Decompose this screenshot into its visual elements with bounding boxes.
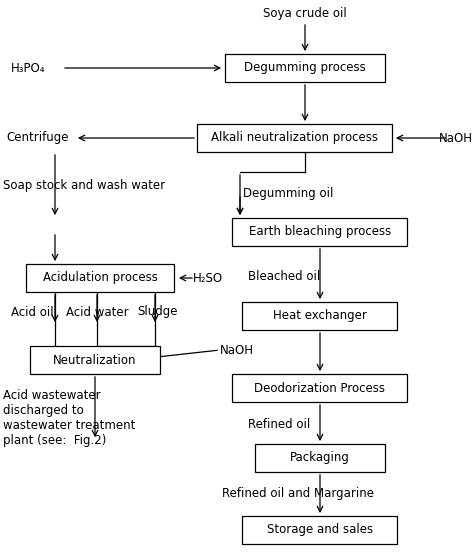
Text: Alkali neutralization process: Alkali neutralization process — [211, 131, 379, 144]
Text: Degumming process: Degumming process — [244, 61, 366, 75]
Text: H₂SO: H₂SO — [193, 271, 223, 285]
Text: Centrifuge: Centrifuge — [7, 131, 69, 144]
Bar — [233, 374, 408, 402]
Text: Refined oil and Margarine: Refined oil and Margarine — [222, 487, 374, 501]
Bar — [243, 516, 398, 544]
Bar — [26, 264, 174, 292]
Text: Deodorization Process: Deodorization Process — [255, 382, 385, 394]
Bar — [255, 444, 385, 472]
Text: Packaging: Packaging — [290, 452, 350, 465]
Text: Storage and sales: Storage and sales — [267, 524, 373, 536]
Text: H₃PO₄: H₃PO₄ — [11, 61, 45, 75]
Text: Heat exchanger: Heat exchanger — [273, 310, 367, 323]
Text: NaOH: NaOH — [439, 131, 473, 144]
Text: NaOH: NaOH — [220, 344, 254, 356]
Bar — [225, 54, 385, 82]
Text: Sludge: Sludge — [138, 305, 178, 319]
Text: Soya crude oil: Soya crude oil — [263, 7, 347, 21]
Text: Earth bleaching process: Earth bleaching process — [249, 226, 391, 238]
Text: Acid wastewater
discharged to
wastewater treatment
plant (see:  Fig.2): Acid wastewater discharged to wastewater… — [3, 389, 136, 447]
Bar — [198, 124, 392, 152]
Bar — [30, 346, 160, 374]
Text: Degumming oil: Degumming oil — [243, 188, 333, 201]
Text: Acidulation process: Acidulation process — [43, 271, 157, 285]
Text: Bleached oil: Bleached oil — [248, 270, 320, 282]
Text: Neutralization: Neutralization — [53, 354, 137, 367]
Text: Acid oil: Acid oil — [11, 305, 53, 319]
Bar — [243, 302, 398, 330]
Bar — [233, 218, 408, 246]
Text: Soap stock and wash water: Soap stock and wash water — [3, 178, 165, 192]
Text: Acid water: Acid water — [66, 305, 128, 319]
Text: Refined oil: Refined oil — [248, 418, 310, 432]
